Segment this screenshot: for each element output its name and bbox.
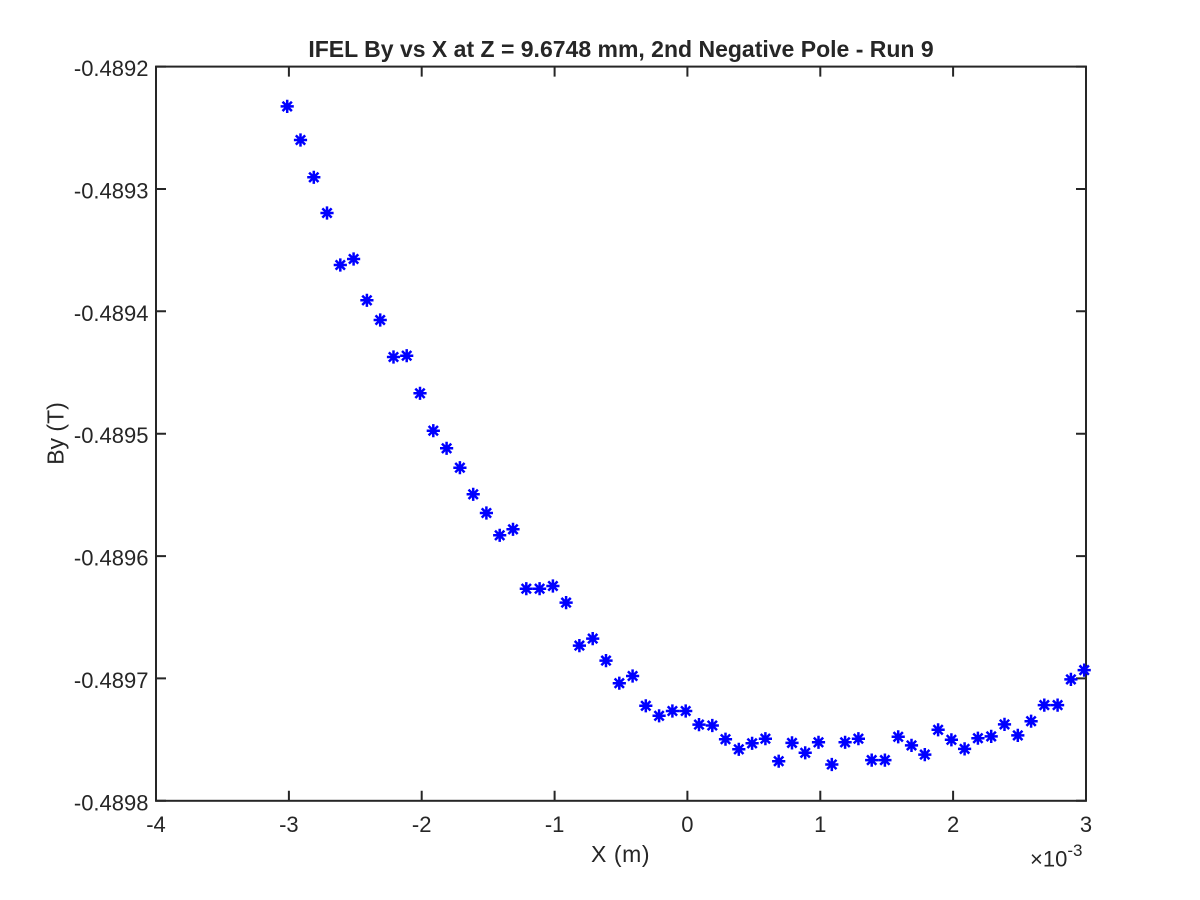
svg-text:X (m): X (m) — [591, 841, 650, 867]
svg-text:-0.4895: -0.4895 — [74, 423, 149, 448]
svg-text:2: 2 — [947, 812, 959, 837]
svg-text:-1: -1 — [545, 812, 565, 837]
svg-text:3: 3 — [1080, 812, 1092, 837]
svg-text:-4: -4 — [146, 812, 166, 837]
svg-text:-2: -2 — [412, 812, 432, 837]
svg-text:-0.4898: -0.4898 — [74, 790, 149, 815]
svg-text:-0.4894: -0.4894 — [74, 301, 149, 326]
svg-text:By (T): By (T) — [43, 402, 69, 465]
svg-text:-0.4896: -0.4896 — [74, 546, 149, 571]
svg-text:-0.4897: -0.4897 — [74, 668, 149, 693]
svg-text:-3: -3 — [279, 812, 299, 837]
svg-text:0: 0 — [681, 812, 693, 837]
svg-text:-0.4893: -0.4893 — [74, 179, 149, 204]
svg-text:-0.4892: -0.4892 — [74, 56, 149, 81]
svg-text:1: 1 — [814, 812, 826, 837]
svg-text:IFEL By vs X at Z = 9.6748 mm,: IFEL By vs X at Z = 9.6748 mm, 2nd Negat… — [308, 36, 933, 62]
